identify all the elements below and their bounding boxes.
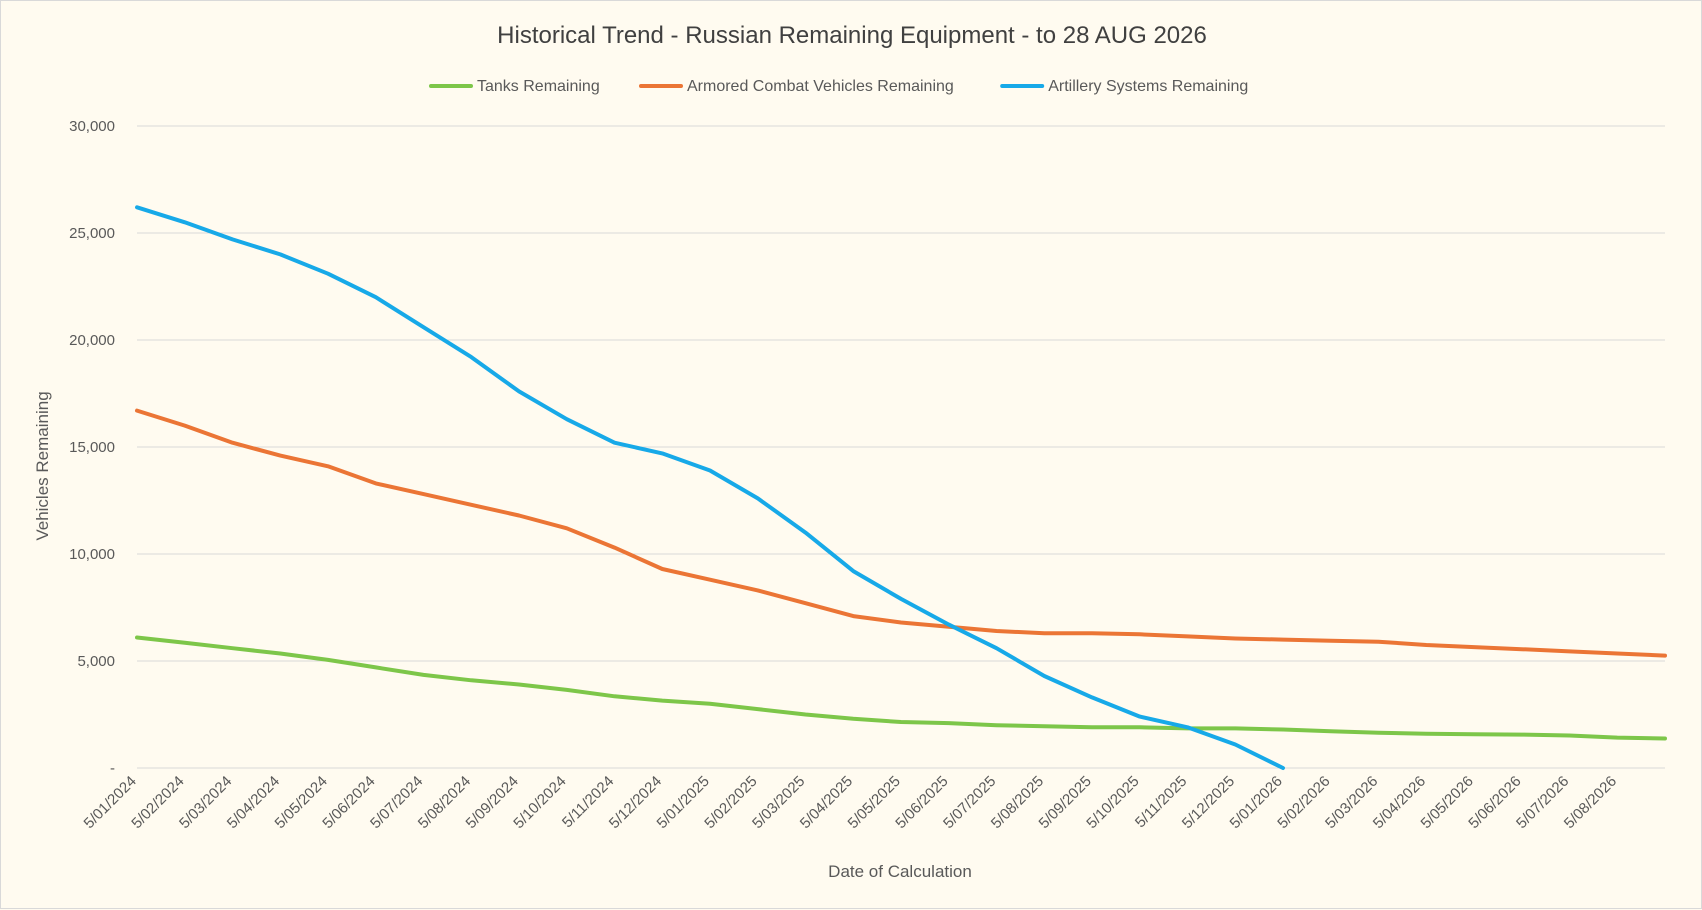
y-tick-label: 15,000 (69, 439, 115, 456)
legend-label: Armored Combat Vehicles Remaining (687, 78, 954, 95)
y-tick-label: - (110, 760, 115, 777)
y-tick-label: 30,000 (69, 118, 115, 135)
chart-title: Historical Trend - Russian Remaining Equ… (497, 22, 1207, 49)
series-line-0 (135, 635, 1667, 741)
x-axis-title: Date of Calculation (828, 862, 972, 881)
y-tick-label: 20,000 (69, 332, 115, 349)
series-line-1 (135, 408, 1667, 658)
y-axis-ticks: - 5,000 10,000 15,000 20,000 25,000 30,000 (69, 118, 115, 777)
x-axis-ticks: 5/01/20245/02/20245/03/20245/04/20245/05… (81, 773, 1620, 832)
y-tick-label: 5,000 (77, 653, 115, 670)
legend-label: Tanks Remaining (477, 78, 600, 95)
legend: Tanks Remaining Armored Combat Vehicles R… (429, 78, 1248, 95)
x-tick-label: 5/10/2025 (1083, 773, 1142, 832)
x-tick-label: 5/08/2026 (1561, 773, 1620, 832)
series-line-2 (135, 205, 1285, 770)
y-tick-label: 10,000 (69, 546, 115, 563)
x-tick-label: 5/10/2024 (510, 773, 569, 832)
legend-label: Artillery Systems Remaining (1048, 78, 1248, 95)
y-axis-title: Vehicles Remaining (33, 391, 52, 540)
series-lines (135, 205, 1667, 770)
y-tick-label: 25,000 (69, 225, 115, 242)
gridlines (137, 125, 1665, 769)
